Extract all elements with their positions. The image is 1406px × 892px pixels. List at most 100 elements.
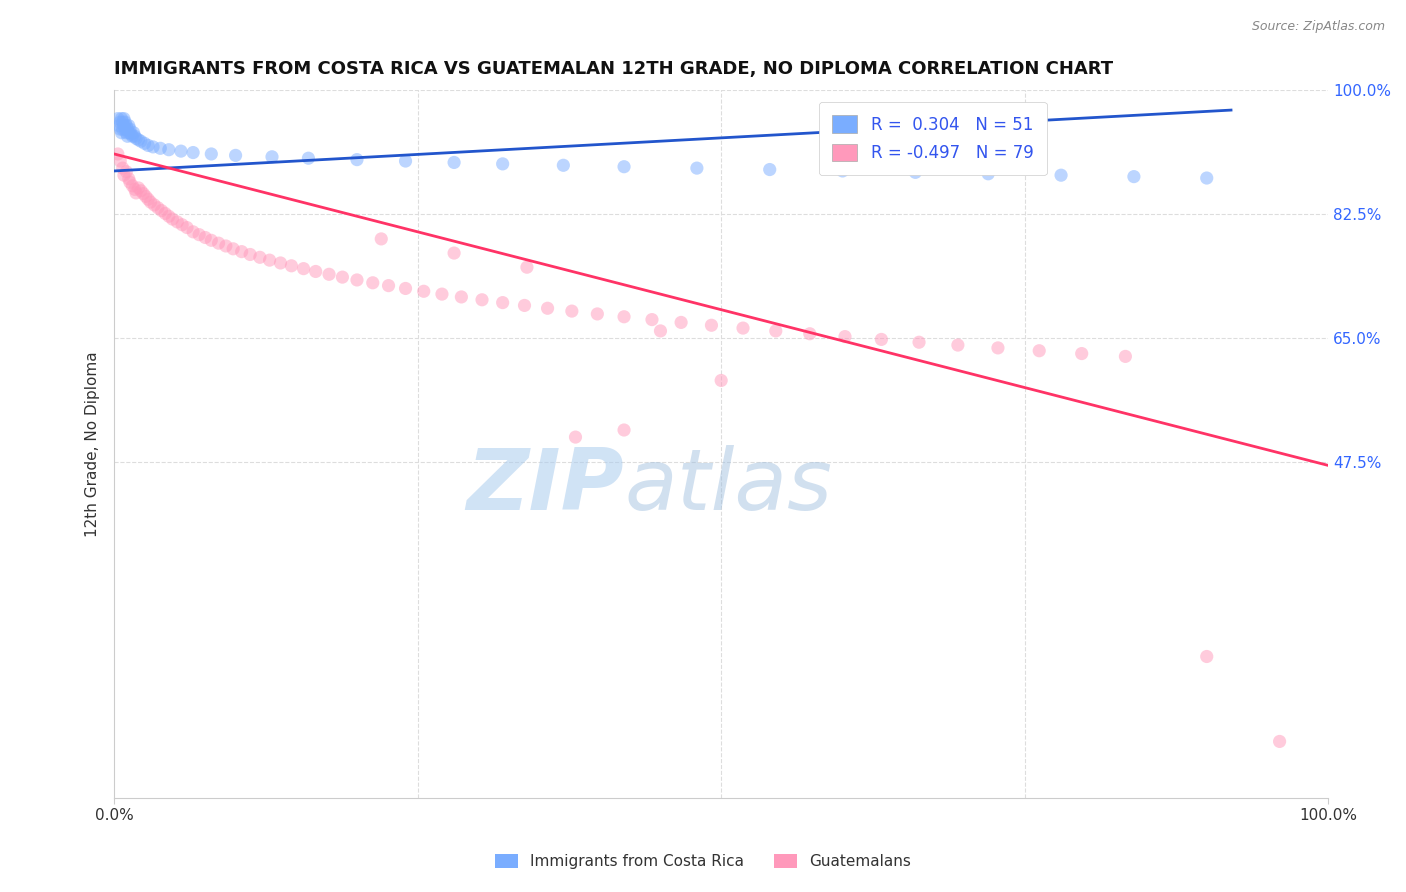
Point — [259, 253, 281, 268]
Point — [129, 184, 152, 198]
Point — [1070, 346, 1092, 360]
Point — [536, 301, 558, 316]
Point — [110, 126, 132, 140]
Point — [115, 126, 138, 140]
Point — [150, 203, 173, 218]
Point — [346, 273, 368, 287]
Point — [111, 115, 134, 129]
Point — [118, 175, 141, 189]
Point — [231, 244, 253, 259]
Point — [117, 122, 139, 136]
Point — [125, 131, 148, 145]
Point — [239, 247, 262, 261]
Legend: R =  0.304   N = 51, R = -0.497   N = 79: R = 0.304 N = 51, R = -0.497 N = 79 — [818, 103, 1046, 175]
Point — [170, 144, 193, 158]
Point — [370, 232, 392, 246]
Point — [492, 157, 515, 171]
Point — [114, 122, 136, 136]
Point — [118, 171, 141, 186]
Point — [908, 335, 931, 350]
Point — [318, 268, 340, 282]
Point — [139, 195, 162, 210]
Point — [870, 333, 893, 347]
Point — [450, 290, 472, 304]
Point — [108, 119, 131, 133]
Point — [118, 122, 141, 136]
Point — [121, 178, 143, 193]
Point — [561, 304, 583, 318]
Point — [1114, 350, 1136, 364]
Point — [361, 276, 384, 290]
Point — [471, 293, 494, 307]
Point — [115, 119, 138, 133]
Point — [181, 225, 204, 239]
Point — [125, 186, 148, 200]
Point — [118, 126, 141, 140]
Point — [111, 122, 134, 136]
Point — [112, 168, 135, 182]
Point — [249, 250, 271, 264]
Point — [136, 192, 159, 206]
Point — [120, 127, 142, 141]
Point — [700, 318, 723, 333]
Point — [987, 341, 1010, 355]
Point — [641, 312, 664, 326]
Point — [110, 154, 132, 169]
Point — [516, 260, 538, 275]
Point — [1122, 169, 1144, 184]
Point — [142, 140, 165, 154]
Point — [222, 242, 245, 256]
Point — [1195, 171, 1218, 186]
Point — [225, 148, 247, 162]
Point — [513, 298, 536, 312]
Point — [613, 160, 636, 174]
Point — [731, 321, 754, 335]
Y-axis label: 12th Grade, No Diploma: 12th Grade, No Diploma — [86, 351, 100, 537]
Text: atlas: atlas — [624, 445, 832, 528]
Point — [136, 138, 159, 153]
Point — [115, 164, 138, 178]
Point — [194, 230, 217, 244]
Point — [564, 430, 586, 444]
Point — [831, 164, 853, 178]
Point — [492, 295, 515, 310]
Text: ZIP: ZIP — [467, 445, 624, 528]
Point — [110, 122, 132, 136]
Point — [260, 150, 283, 164]
Point — [270, 256, 292, 270]
Point — [765, 324, 787, 338]
Point — [207, 236, 229, 251]
Point — [394, 281, 416, 295]
Point — [977, 167, 1000, 181]
Point — [904, 165, 927, 179]
Point — [394, 154, 416, 169]
Point — [157, 143, 180, 157]
Point — [412, 285, 434, 299]
Point — [162, 212, 184, 227]
Point — [112, 119, 135, 133]
Point — [188, 227, 211, 242]
Point — [200, 147, 222, 161]
Point — [215, 239, 238, 253]
Point — [613, 423, 636, 437]
Point — [710, 374, 733, 388]
Point — [377, 278, 399, 293]
Point — [114, 115, 136, 129]
Point — [834, 329, 856, 343]
Point — [553, 158, 575, 172]
Point — [613, 310, 636, 324]
Point — [1028, 343, 1050, 358]
Point — [650, 324, 672, 338]
Point — [135, 189, 157, 203]
Point — [297, 151, 319, 165]
Point — [117, 129, 139, 144]
Point — [280, 259, 302, 273]
Point — [134, 136, 156, 151]
Point — [153, 206, 176, 220]
Point — [121, 129, 143, 144]
Point — [1050, 168, 1073, 182]
Point — [799, 326, 821, 341]
Point — [1195, 649, 1218, 664]
Point — [686, 161, 709, 175]
Point — [124, 182, 146, 196]
